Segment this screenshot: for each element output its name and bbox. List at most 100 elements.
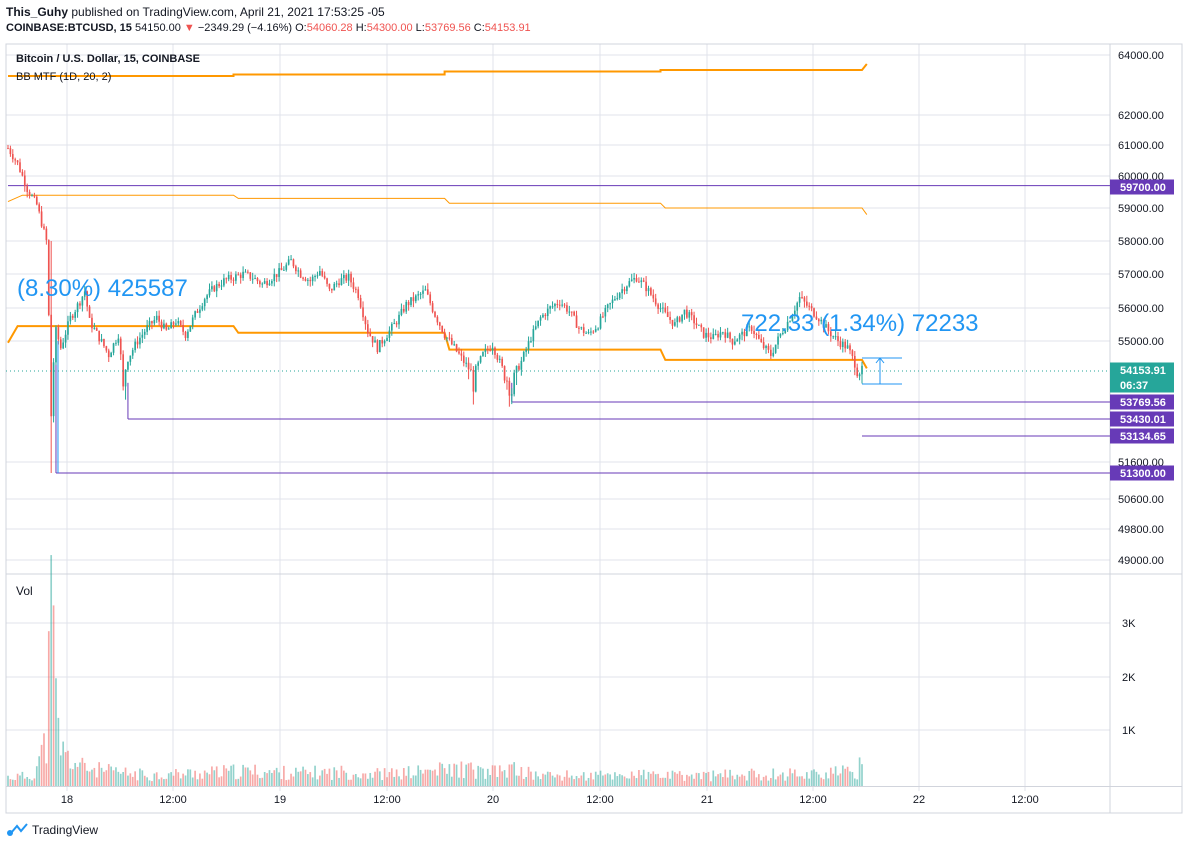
candle-body (146, 325, 148, 332)
candle-body (309, 279, 312, 282)
candle-body (669, 316, 671, 320)
volume-bar (323, 768, 326, 786)
candle-body (225, 278, 228, 280)
candle-body (261, 283, 264, 285)
volume-bar (662, 777, 664, 786)
candle-body (851, 350, 854, 356)
volume-bar (182, 773, 184, 786)
candle-body (311, 276, 314, 282)
volume-bar (546, 771, 549, 786)
candle-body (47, 240, 50, 315)
candle-body (856, 367, 859, 377)
candle-body (486, 349, 489, 351)
candle-body (849, 345, 851, 351)
candle-body (575, 315, 578, 328)
candle-body (177, 321, 180, 324)
candle-body (861, 365, 863, 375)
candle-body (746, 326, 748, 337)
volume-bar (62, 741, 65, 786)
candle-body (549, 306, 551, 309)
volume-bar (172, 775, 175, 786)
volume-bar (263, 771, 266, 786)
candle-body (256, 278, 259, 282)
volume-bar (846, 766, 849, 786)
volume-bar (328, 768, 331, 786)
volume-bar (268, 770, 271, 786)
volume-bar (402, 768, 405, 786)
candle-body (187, 331, 189, 338)
candle-body (254, 278, 256, 280)
candle-body (343, 274, 345, 279)
volume-bar (844, 768, 847, 786)
candle-body (566, 305, 568, 312)
price-marker (1110, 394, 1174, 410)
volume-bar (26, 777, 29, 786)
candle-body (393, 323, 396, 325)
volume-bar (520, 767, 523, 786)
volume-bar (273, 770, 276, 786)
candle-body (247, 271, 249, 273)
candle-body (539, 317, 542, 321)
candle-body (227, 275, 230, 280)
candle-body (338, 283, 340, 286)
volume-bar (580, 775, 583, 786)
volume-bar (167, 773, 170, 786)
candle-body (602, 316, 604, 318)
candle-body (841, 341, 844, 348)
candle-body (753, 330, 755, 334)
volume-bar (592, 779, 595, 786)
volume-bar (849, 771, 851, 786)
volume-bar (726, 777, 729, 786)
candle-body (705, 332, 707, 338)
volume-bar (386, 777, 388, 786)
volume-bar (155, 772, 158, 786)
volume-bar (326, 773, 328, 786)
candle-body (371, 336, 374, 343)
candle-body (184, 331, 187, 338)
volume-bar (364, 773, 367, 786)
candle-body (215, 283, 218, 292)
author-name[interactable]: This_Guhy (6, 5, 69, 19)
tradingview-footer[interactable]: TradingView (6, 823, 98, 837)
volume-bar (558, 775, 561, 786)
volume-bar (43, 733, 45, 786)
volume-bar (810, 770, 813, 786)
candle-body (110, 352, 112, 358)
volume-bar (292, 776, 295, 786)
candle-body (758, 334, 760, 339)
volume-bar (724, 769, 727, 786)
volume-bar (530, 771, 532, 786)
candle-body (297, 270, 300, 272)
volume-bar (227, 770, 230, 786)
volume-bar (630, 771, 633, 786)
candle-body (165, 323, 168, 330)
candle-body (74, 312, 77, 318)
volume-bar (249, 770, 252, 786)
volume-bar (594, 771, 597, 786)
candle-body (558, 304, 561, 306)
volume-bar (722, 777, 724, 786)
candle-body (606, 304, 609, 308)
candle-body (446, 337, 448, 339)
candle-body (810, 306, 813, 309)
candle-body (211, 286, 213, 290)
candle-body (520, 360, 523, 370)
candle-body (405, 301, 408, 312)
volume-bar (515, 775, 518, 786)
candle-body (359, 298, 362, 308)
volume-bar (81, 757, 84, 786)
volume-bar (650, 773, 652, 786)
price-marker-label: 59700.00 (1120, 182, 1166, 194)
candle-body (441, 325, 444, 333)
volume-bar (366, 778, 369, 786)
candle-body (295, 266, 297, 272)
volume-bar (741, 774, 743, 786)
candle-body (647, 288, 650, 292)
volume-bar (412, 775, 415, 786)
volume-bar (244, 767, 247, 786)
candle-body (717, 333, 719, 338)
candle-body (426, 289, 429, 295)
price-tick-label: 50600.00 (1118, 494, 1164, 506)
volume-bar (717, 774, 719, 786)
